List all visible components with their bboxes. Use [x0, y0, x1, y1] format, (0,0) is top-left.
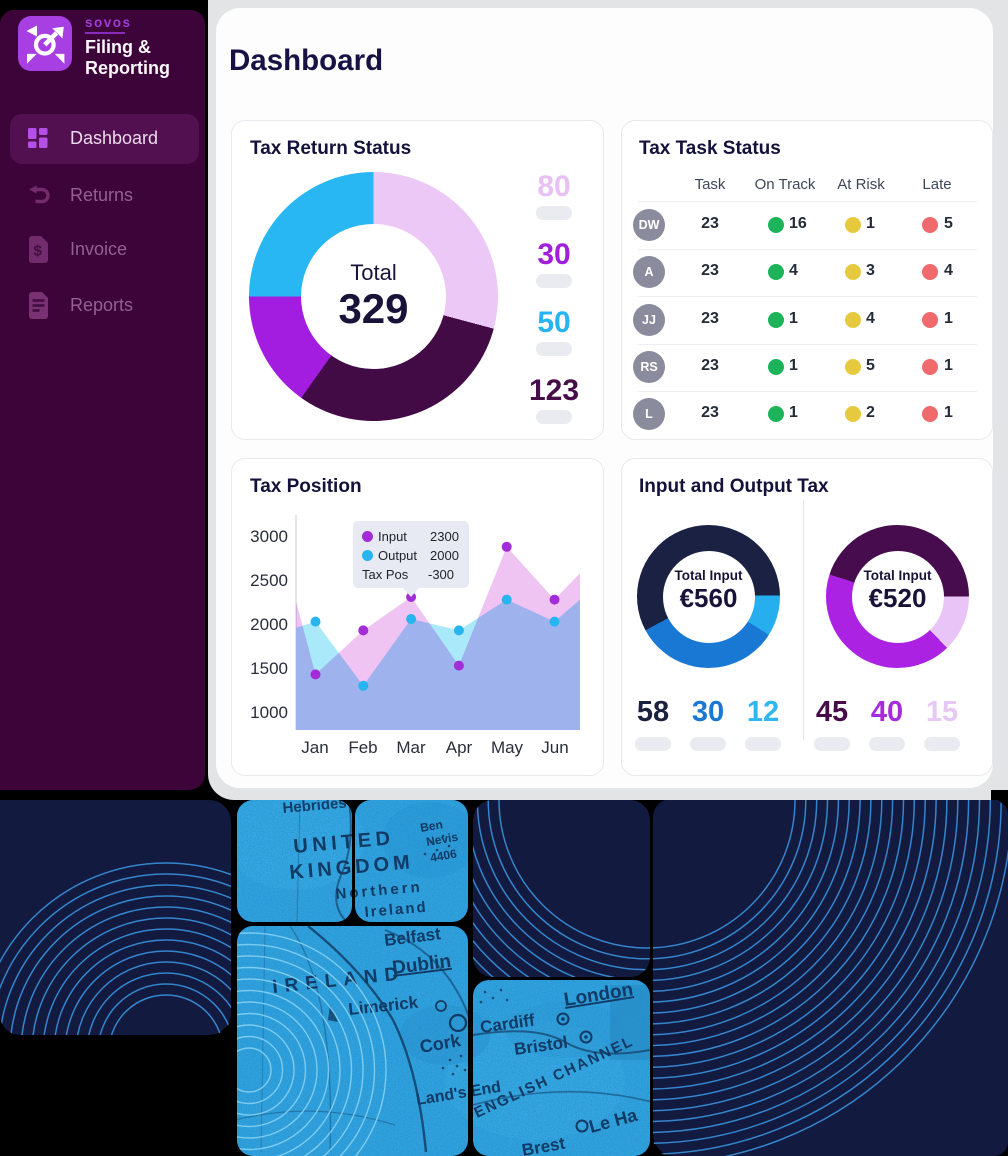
- svg-text:Hebrides: Hebrides: [282, 794, 347, 817]
- svg-text:Brest: Brest: [520, 1134, 566, 1156]
- svg-text:Ireland: Ireland: [364, 899, 428, 921]
- svg-text:Nevis: Nevis: [425, 830, 459, 849]
- svg-text:$: $: [34, 243, 43, 260]
- svg-text:Ben: Ben: [419, 817, 444, 835]
- svg-text:Liv: Liv: [476, 969, 495, 985]
